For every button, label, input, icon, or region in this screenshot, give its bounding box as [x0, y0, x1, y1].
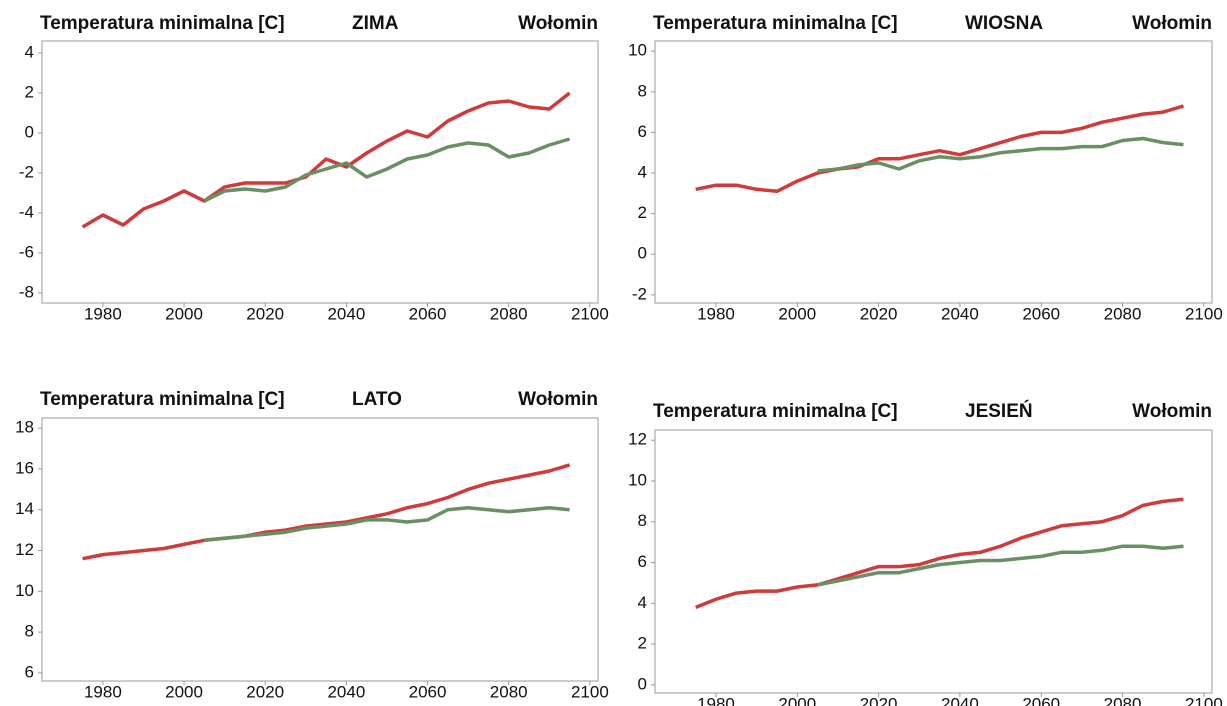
chart-title: Temperatura minimalna [C]	[653, 13, 898, 34]
y-tick-label: 0	[638, 244, 647, 263]
x-tick-label: 1980	[697, 304, 735, 323]
x-tick-label: 2000	[778, 694, 816, 706]
location: Wołomin	[1132, 401, 1212, 422]
y-tick-label: 12	[628, 430, 647, 449]
y-tick-label: -8	[19, 282, 34, 301]
chart-title: Temperatura minimalna [C]	[40, 389, 285, 410]
y-tick-label: 2	[638, 203, 647, 222]
line-series	[82, 463, 571, 561]
y-tick-label: 6	[638, 122, 647, 141]
chart: Temperatura minimalna [C] LATO Wołomin 6 8 10…	[15, 389, 609, 701]
plot-frame	[41, 40, 599, 304]
chart: Temperatura minimalna [C] WIOSNA Wołomin -2…	[628, 13, 1223, 323]
y-tick-label: 8	[638, 81, 647, 100]
y-tick-label: 10	[628, 470, 647, 489]
y-tick-label: 8	[638, 511, 647, 530]
y-tick-label: 4	[638, 162, 647, 181]
chart-title: Temperatura minimalna [C]	[40, 13, 285, 34]
y-tick-label: 14	[15, 499, 34, 518]
x-tick-label: 2040	[941, 304, 979, 323]
x-tick-label: 2100	[1185, 304, 1223, 323]
x-tick-label: 2060	[409, 682, 447, 701]
season: ZIMA	[352, 13, 399, 34]
x-tick-label: 2040	[327, 304, 365, 323]
chart: Temperatura minimalna [C] ZIMA Wołomin -8 -6…	[19, 13, 609, 323]
x-tick-label: 2000	[165, 682, 203, 701]
y-tick-label: 10	[15, 581, 34, 600]
y-tick-label: -2	[19, 162, 34, 181]
x-tick-label: 2060	[1022, 304, 1060, 323]
line-series	[81, 91, 571, 229]
location: Wołomin	[518, 13, 598, 34]
x-tick-label: 1980	[84, 682, 122, 701]
plot-frame	[41, 417, 599, 682]
y-tick-label: 4	[638, 593, 647, 612]
y-tick-label: 6	[25, 662, 34, 681]
location: Wołomin	[518, 389, 598, 410]
y-tick-label: -6	[19, 242, 34, 261]
y-tick-label: 2	[638, 634, 647, 653]
location: Wołomin	[1132, 13, 1212, 34]
x-tick-label: 2100	[571, 304, 609, 323]
y-tick-label: -4	[19, 202, 34, 221]
x-tick-label: 2080	[490, 304, 528, 323]
x-tick-label: 2020	[860, 304, 898, 323]
line-series	[695, 497, 1184, 610]
line-series	[204, 505, 570, 543]
y-tick-label: 6	[638, 552, 647, 571]
y-tick-label: 12	[15, 540, 34, 559]
x-tick-label: 2100	[1185, 694, 1223, 706]
y-tick-label: -2	[632, 284, 647, 303]
plot-frame	[654, 429, 1213, 694]
y-tick-label: 0	[25, 122, 34, 141]
plot-frame	[654, 40, 1213, 304]
y-tick-label: 2	[25, 82, 34, 101]
y-tick-label: 0	[638, 674, 647, 693]
x-tick-label: 2020	[246, 682, 284, 701]
x-tick-label: 2040	[941, 694, 979, 706]
x-tick-label: 2060	[1022, 694, 1060, 706]
line-series	[817, 136, 1184, 173]
x-tick-label: 2020	[860, 694, 898, 706]
y-tick-label: 4	[25, 42, 34, 61]
x-tick-label: 2040	[327, 682, 365, 701]
line-series	[817, 544, 1184, 587]
x-tick-label: 2080	[1104, 694, 1142, 706]
y-tick-label: 10	[628, 41, 647, 60]
season: WIOSNA	[965, 13, 1043, 34]
line-series	[203, 137, 571, 203]
y-tick-label: 18	[15, 418, 34, 437]
x-tick-label: 2080	[490, 682, 528, 701]
x-tick-label: 2080	[1104, 304, 1142, 323]
y-tick-label: 16	[15, 458, 34, 477]
x-tick-label: 2020	[246, 304, 284, 323]
x-tick-label: 2000	[778, 304, 816, 323]
x-tick-label: 1980	[84, 304, 122, 323]
season: LATO	[352, 389, 402, 410]
season: JESIEŃ	[965, 400, 1033, 422]
x-tick-label: 2100	[571, 682, 609, 701]
x-tick-label: 1980	[697, 694, 735, 706]
chart-title: Temperatura minimalna [C]	[653, 401, 898, 422]
x-tick-label: 2060	[409, 304, 447, 323]
chart: Temperatura minimalna [C] JESIEŃ Wołomin 0 2…	[628, 400, 1223, 706]
line-series	[695, 104, 1185, 194]
y-tick-label: 8	[25, 622, 34, 641]
x-tick-label: 2000	[165, 304, 203, 323]
